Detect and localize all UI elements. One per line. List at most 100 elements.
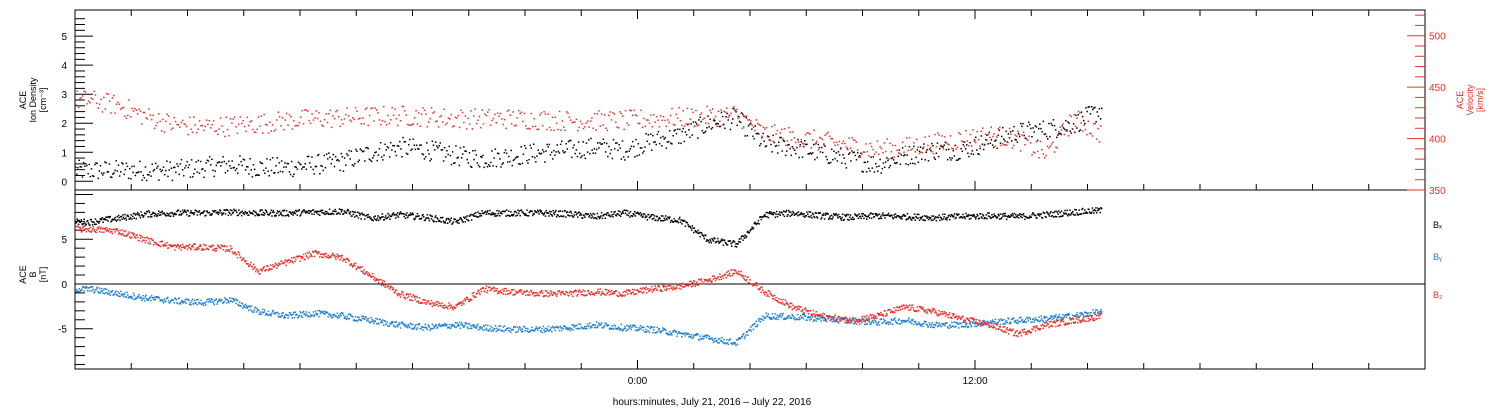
data-point xyxy=(928,216,931,219)
data-point xyxy=(785,317,788,319)
data-point xyxy=(543,111,545,113)
data-point xyxy=(702,335,704,337)
data-point xyxy=(955,159,958,161)
data-point xyxy=(205,244,207,246)
data-point xyxy=(319,120,322,123)
data-point xyxy=(377,112,379,114)
data-point xyxy=(864,214,867,217)
data-point xyxy=(932,324,935,326)
data-point xyxy=(104,161,106,163)
data-point xyxy=(868,320,870,322)
data-point xyxy=(426,126,429,128)
data-point xyxy=(211,158,213,160)
data-point xyxy=(357,161,359,163)
data-point xyxy=(280,125,282,127)
data-point xyxy=(409,124,412,126)
data-point xyxy=(906,137,908,139)
data-point xyxy=(518,163,520,165)
data-point xyxy=(570,139,572,142)
data-point xyxy=(768,212,770,215)
data-point xyxy=(662,327,664,329)
data-point xyxy=(257,271,259,273)
data-point xyxy=(259,311,261,313)
data-point xyxy=(217,301,219,303)
data-point xyxy=(508,210,510,212)
data-point xyxy=(397,325,399,328)
data-point xyxy=(124,217,127,219)
data-point xyxy=(1044,133,1047,135)
data-point xyxy=(818,136,821,139)
data-point xyxy=(944,322,947,325)
data-point xyxy=(358,159,360,161)
data-point xyxy=(859,155,861,157)
data-point xyxy=(165,300,167,303)
data-point xyxy=(453,162,455,164)
data-point xyxy=(629,109,631,111)
data-point xyxy=(937,216,940,219)
data-point xyxy=(674,329,676,331)
data-point xyxy=(433,220,436,223)
data-point xyxy=(825,212,827,214)
data-point xyxy=(986,134,988,136)
data-point xyxy=(894,317,896,319)
data-point xyxy=(248,309,250,312)
data-point xyxy=(101,217,104,219)
data-point xyxy=(512,329,514,331)
data-point xyxy=(693,125,696,127)
data-point xyxy=(229,297,231,299)
data-point xyxy=(1085,107,1087,109)
data-point xyxy=(1065,314,1067,316)
data-point xyxy=(169,302,171,304)
data-point xyxy=(628,150,630,152)
data-point xyxy=(239,155,241,157)
data-point xyxy=(979,213,982,215)
data-point xyxy=(376,318,379,320)
data-point xyxy=(184,123,187,126)
data-point xyxy=(911,319,914,322)
data-point xyxy=(680,142,682,145)
data-point xyxy=(153,244,155,246)
data-point xyxy=(897,322,899,325)
data-point xyxy=(388,122,391,125)
data-point xyxy=(285,215,287,217)
data-point xyxy=(518,109,520,112)
data-point xyxy=(1032,318,1035,320)
data-point xyxy=(1041,131,1043,133)
data-point xyxy=(178,297,180,299)
data-point xyxy=(654,121,656,123)
data-point xyxy=(120,215,123,218)
data-point xyxy=(77,167,79,169)
data-point xyxy=(319,310,321,312)
top-panel-frame xyxy=(74,9,1426,191)
data-point xyxy=(162,118,164,121)
data-point xyxy=(166,212,168,214)
data-point xyxy=(668,121,670,124)
data-point xyxy=(1013,321,1016,323)
data-point xyxy=(697,229,699,232)
data-point xyxy=(733,342,735,344)
data-point xyxy=(889,322,892,325)
data-point xyxy=(130,214,132,216)
data-point xyxy=(549,213,552,215)
data-point xyxy=(968,326,970,328)
data-point xyxy=(244,169,247,171)
data-point xyxy=(110,221,112,223)
data-point xyxy=(1032,127,1034,129)
data-point xyxy=(275,165,277,167)
data-point xyxy=(918,321,920,324)
data-point xyxy=(613,113,616,115)
data-point xyxy=(144,166,147,168)
data-point xyxy=(148,240,151,243)
data-point xyxy=(370,107,372,110)
data-point xyxy=(648,326,650,328)
data-point xyxy=(780,136,782,139)
data-point xyxy=(267,132,270,134)
data-point xyxy=(177,209,180,212)
data-point xyxy=(103,227,106,230)
data-point xyxy=(581,123,583,125)
data-point xyxy=(80,166,83,168)
data-point xyxy=(242,158,245,161)
data-point xyxy=(423,326,426,329)
data-point xyxy=(523,213,526,215)
data-point xyxy=(191,298,194,300)
